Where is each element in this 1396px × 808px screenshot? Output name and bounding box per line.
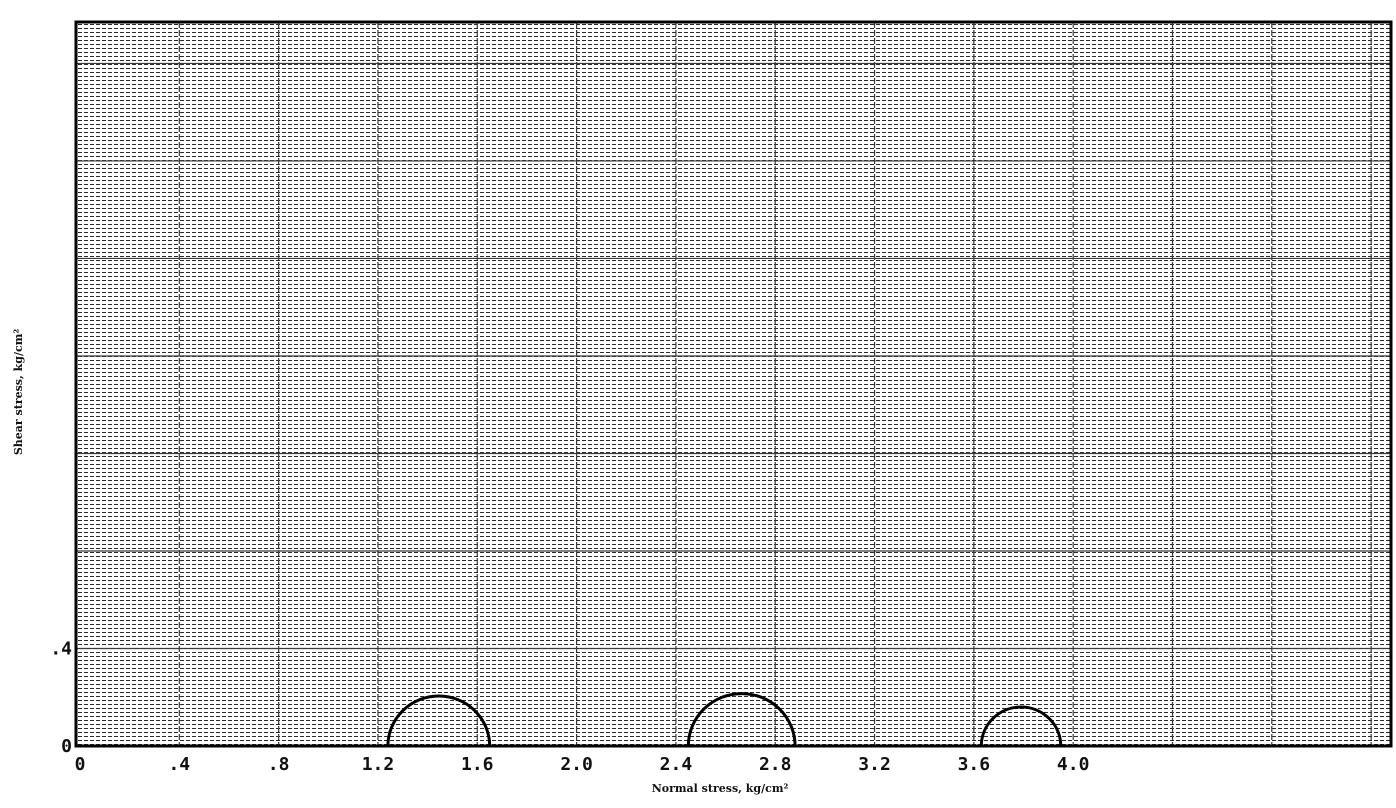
x-tick-labels: 0 .4 .8 1.2 1.6 2.0 2.4 2.8 3.2 3.6 4.0 (75, 754, 1090, 775)
y-tick-label: 0 (61, 736, 72, 757)
x-tick-label: .8 (268, 754, 290, 775)
mohr-circles (386, 692, 1063, 747)
y-tick-label: .4 (50, 638, 72, 659)
major-grid (76, 22, 1391, 746)
x-tick-label: 2.0 (560, 754, 593, 775)
x-tick-label: 1.6 (461, 754, 494, 775)
x-tick-label: 2.4 (660, 754, 693, 775)
x-tick-label: 0 (75, 754, 86, 775)
minor-grid (76, 22, 1391, 746)
x-tick-label: 2.8 (759, 754, 792, 775)
x-tick-label: 3.6 (958, 754, 991, 775)
x-axis-label: Normal stress, kg/cm² (652, 782, 789, 795)
x-tick-label: 3.2 (858, 754, 891, 775)
x-tick-label: 1.2 (362, 754, 395, 775)
plot-frame (74, 20, 1393, 748)
y-axis-label: Shear stress, kg/cm² (12, 329, 25, 455)
x-tick-label: .4 (168, 754, 190, 775)
mohr-circle (386, 694, 492, 747)
x-tick-label: 4.0 (1057, 754, 1090, 775)
mohr-circle (979, 705, 1063, 747)
y-tick-labels: 0.4 (50, 638, 72, 757)
mohr-circle (686, 692, 797, 747)
